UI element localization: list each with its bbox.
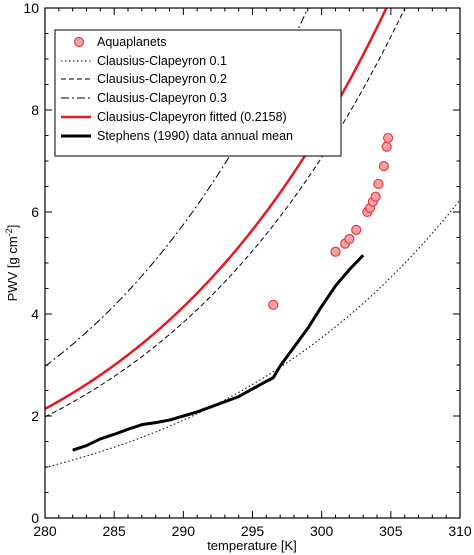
aquaplanet-point-8 [370,191,381,202]
legend-label-stephens: Stephens (1990) data annual mean [97,129,293,143]
x-tick-label: 285 [102,523,126,539]
aquaplanet-point-0 [268,299,279,310]
y-tick-label: 4 [31,306,39,322]
x-tick-label: 305 [379,523,403,539]
legend-box [54,29,342,157]
x-tick-label: 295 [241,523,265,539]
aquaplanet-point-10 [378,161,390,172]
legend: Aquaplanets Clausius-Clapeyron 0.1 Claus… [54,29,342,157]
aquaplanet-point-1 [330,246,341,257]
legend-label-cc-fitted: Clausius-Clapeyron fitted (0.2158) [97,110,287,124]
x-tick-label: 300 [310,523,334,539]
aquaplanet-point-12 [382,132,394,144]
legend-label-cc-0-2: Clausius-Clapeyron 0.2 [97,72,227,86]
aquaplanet-point-11 [381,141,392,152]
y-tick-label: 10 [23,0,39,16]
y-tick-label: 2 [31,408,39,424]
x-axis-label: temperature [K] [207,538,297,553]
y-axis-label-tail: ] [5,225,20,229]
y-axis-label-sup: -2 [4,228,14,236]
x-tick-label: 280 [33,523,57,539]
y-tick-label: 8 [31,102,39,118]
aquaplanet-point-3 [344,233,355,245]
legend-label-aquaplanets: Aquaplanets [97,35,167,49]
series-line-clausius-clapeyron-0-1 [45,199,460,468]
y-tick-label: 0 [31,510,39,526]
y-axis-label: PWV [g cm-2] [4,225,20,302]
aquaplanet-point-9 [373,178,384,190]
tick-layer: 280 285 290 295 300 305 310 0 2 4 6 8 10 [23,0,471,539]
x-tick-label: 290 [172,523,196,539]
series-line-clausius-clapeyron-0-2 [45,8,406,418]
y-tick-label: 6 [31,204,39,220]
series-line-stephens-1990-data-annual-mean [72,254,365,452]
y-axis-label-main: PWV [g cm [5,236,20,301]
legend-label-cc-0-3: Clausius-Clapeyron 0.3 [97,91,227,105]
legend-marker-aquaplanets [73,36,85,48]
series-line-clausius-clapeyron-fitted-0-2158 [45,8,388,411]
x-tick-label: 310 [448,523,472,539]
legend-label-cc-0-1: Clausius-Clapeyron 0.1 [97,54,227,68]
aquaplanet-point-4 [351,224,362,235]
